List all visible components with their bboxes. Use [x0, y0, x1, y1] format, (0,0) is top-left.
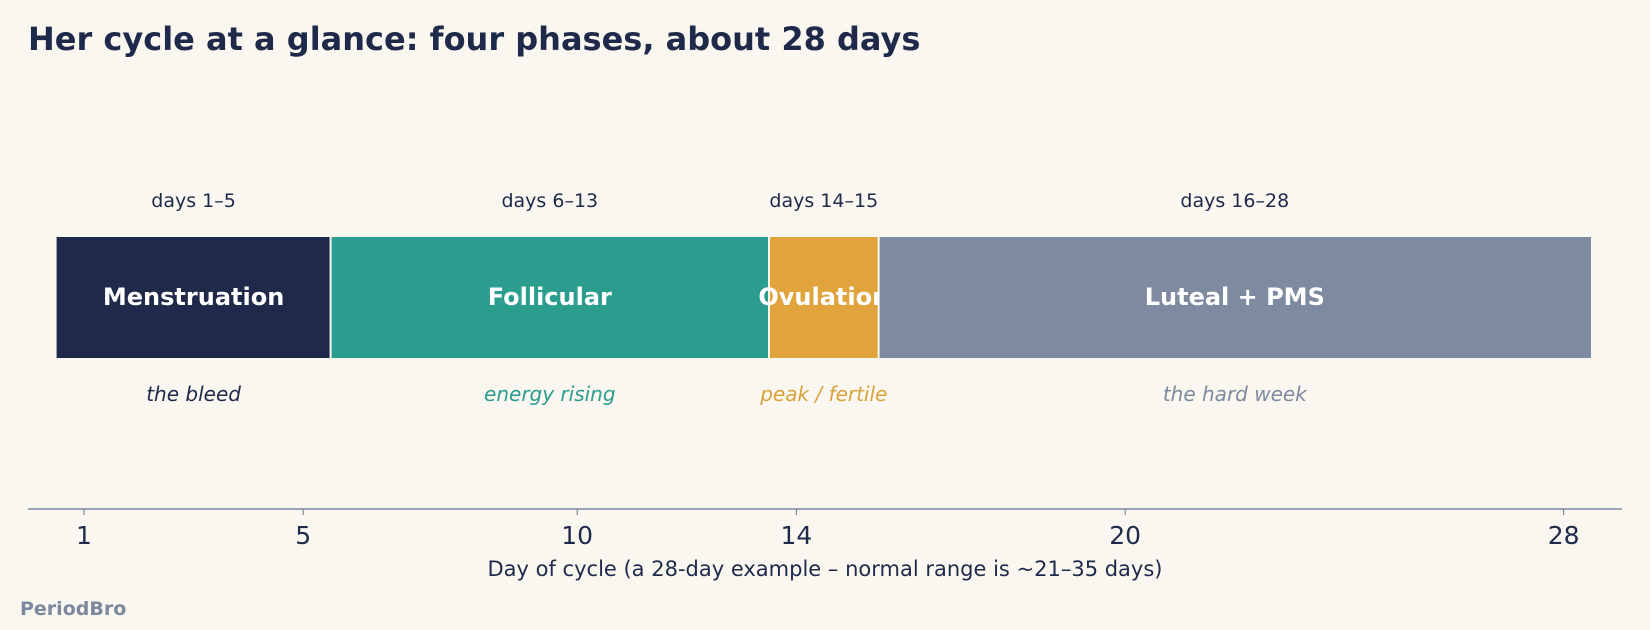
phase-name-label: Luteal + PMS — [1145, 283, 1325, 311]
phase-bar-menstruation — [56, 237, 330, 358]
x-tick-label: 10 — [561, 521, 593, 550]
phase-note-label: the hard week — [1163, 382, 1308, 406]
phase-bar-follicular — [331, 237, 768, 358]
phase-range-label: days 16–28 — [1180, 190, 1289, 212]
phase-note-label: the bleed — [146, 382, 241, 406]
phase-note-label: energy rising — [484, 382, 616, 406]
phase-name-label: Ovulation — [758, 283, 889, 311]
x-tick-label: 28 — [1548, 521, 1580, 550]
phase-bar-ovulation — [770, 237, 878, 358]
phase-note-label: peak / fertile — [759, 382, 887, 406]
phase-range-label: days 1–5 — [151, 190, 236, 212]
x-tick-label: 1 — [76, 521, 92, 550]
x-tick-label: 14 — [780, 521, 812, 550]
chart-title: Her cycle at a glance: four phases, abou… — [28, 20, 921, 58]
phase-name-label: Menstruation — [103, 283, 284, 311]
brand-logo-text: PeriodBro — [20, 598, 127, 620]
phase-name-label: Follicular — [488, 283, 612, 311]
phase-bar-luteal-pms — [879, 237, 1591, 358]
phase-range-label: days 6–13 — [501, 190, 598, 212]
x-axis-label: Day of cycle (a 28-day example – normal … — [487, 557, 1162, 581]
phase-range-label: days 14–15 — [769, 190, 878, 212]
x-tick-label: 20 — [1109, 521, 1141, 550]
x-tick-label: 5 — [295, 521, 311, 550]
